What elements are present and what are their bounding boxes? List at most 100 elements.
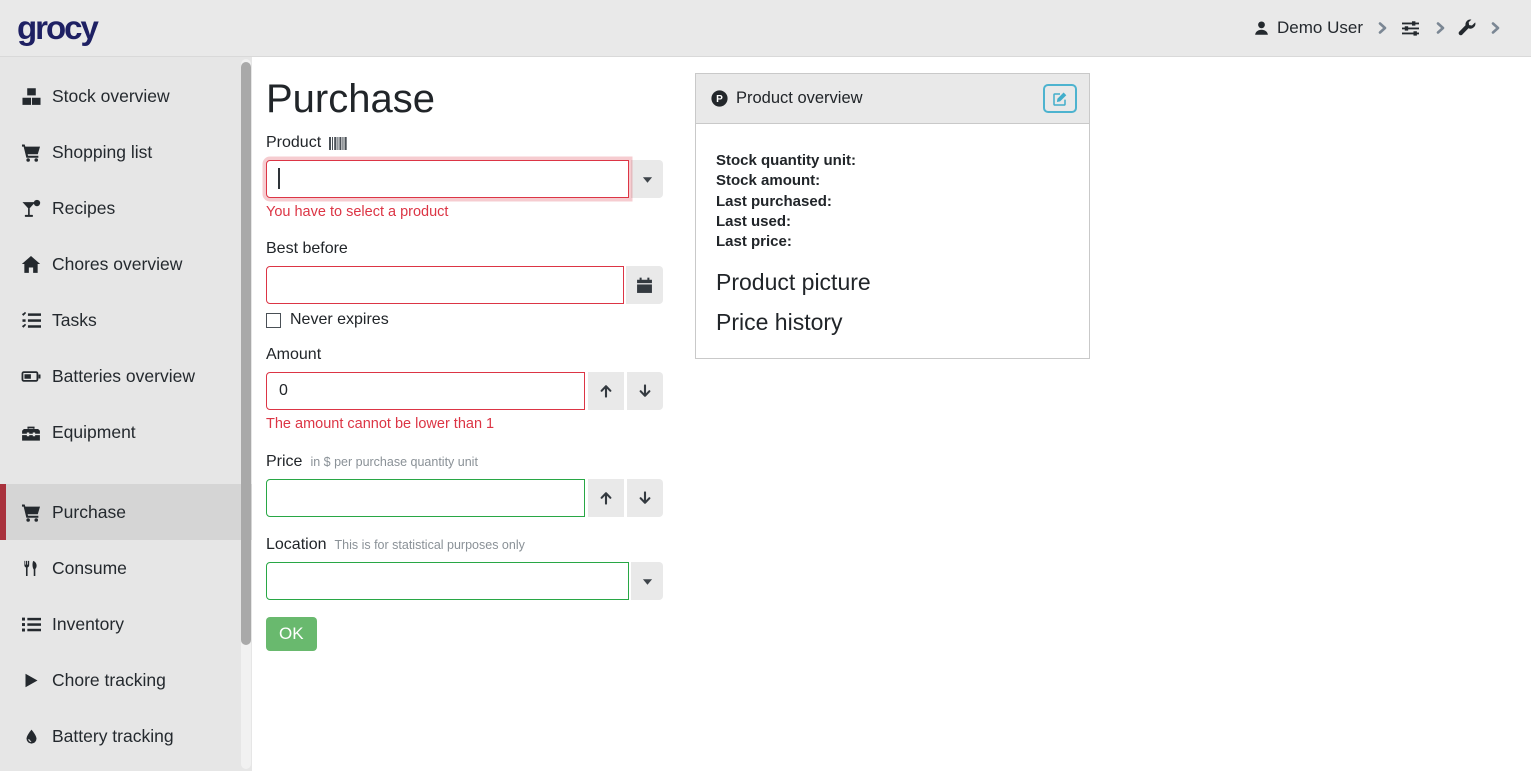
edit-product-button[interactable]	[1043, 84, 1077, 113]
chevron-right-icon	[1435, 21, 1446, 35]
sidebar-item-consume[interactable]: Consume	[0, 540, 252, 596]
page-title: Purchase	[266, 77, 435, 121]
sidebar-item-battery-tracking[interactable]: Battery tracking	[0, 708, 252, 764]
product-overview-title: Product overview	[736, 89, 863, 107]
best-before-input[interactable]	[266, 266, 624, 304]
location-label: Location	[266, 536, 327, 553]
location-input[interactable]	[266, 562, 629, 600]
location-dropdown-button[interactable]	[631, 562, 663, 600]
location-field-group: Location This is for statistical purpose…	[266, 536, 663, 600]
chevron-right-icon	[1377, 21, 1388, 35]
sidebar-item-label: Equipment	[52, 421, 136, 442]
product-overview-body: Stock quantity unit: Stock amount: Last …	[696, 124, 1089, 358]
sidebar-item-shopping-list[interactable]: Shopping list	[0, 124, 252, 180]
purchase-form: Product You have to select a product	[266, 134, 663, 651]
sidebar-scrollbar-track[interactable]	[241, 59, 251, 769]
utensils-icon	[21, 559, 41, 578]
calendar-button[interactable]	[626, 266, 663, 304]
sidebar-item-inventory[interactable]: Inventory	[0, 596, 252, 652]
sidebar-item-label: Battery tracking	[52, 725, 174, 746]
sidebar-item-label: Purchase	[52, 501, 126, 522]
user-icon	[1254, 20, 1269, 36]
product-dropdown-button[interactable]	[631, 160, 663, 198]
product-label: Product	[266, 134, 322, 151]
sidebar-item-stock-overview[interactable]: Stock overview	[0, 68, 252, 124]
price-field-group: Price in $ per purchase quantity unit	[266, 453, 663, 517]
user-menu[interactable]: Demo User	[1254, 18, 1363, 38]
amount-input[interactable]	[266, 372, 585, 410]
sidebar-nav: Stock overview Shopping list Recipes Cho…	[0, 57, 252, 771]
tasks-icon	[21, 311, 41, 330]
top-header: grocy Demo User	[0, 0, 1531, 57]
product-circle-icon: P	[711, 90, 728, 107]
product-input[interactable]	[266, 160, 629, 198]
price-input[interactable]	[266, 479, 585, 517]
sidebar-item-tasks[interactable]: Tasks	[0, 292, 252, 348]
barcode-icon	[329, 136, 348, 150]
amount-increment-button[interactable]	[588, 372, 624, 410]
sliders-icon	[1400, 20, 1421, 37]
sidebar-scrollbar-thumb[interactable]	[241, 62, 251, 645]
product-field-group: Product You have to select a product	[266, 134, 663, 220]
settings-menu[interactable]	[1400, 20, 1421, 37]
sidebar-item-label: Stock overview	[52, 85, 170, 106]
last-used-label: Last used:	[716, 212, 792, 230]
price-increment-button[interactable]	[588, 479, 624, 517]
wrench-icon	[1458, 19, 1476, 37]
last-price-label: Last price:	[716, 233, 792, 251]
price-history-heading: Price history	[716, 309, 843, 336]
header-menu: Demo User	[1254, 18, 1501, 38]
sidebar-item-label: Consume	[52, 557, 127, 578]
best-before-field-group: Best before Never expires	[266, 240, 663, 329]
best-before-label: Best before	[266, 240, 348, 257]
arrow-up-icon	[598, 383, 614, 399]
admin-menu[interactable]	[1458, 19, 1476, 37]
svg-text:P: P	[716, 94, 723, 105]
amount-error-text: The amount cannot be lower than 1	[266, 416, 495, 432]
price-label: Price	[266, 453, 303, 470]
edit-icon	[1052, 91, 1068, 107]
play-icon	[21, 671, 41, 690]
never-expires-label: Never expires	[290, 311, 389, 328]
never-expires-checkbox[interactable]	[266, 312, 281, 328]
boxes-icon	[21, 87, 41, 106]
sidebar-item-label: Chore tracking	[52, 669, 166, 690]
product-overview-card: P Product overview Stock quantity unit: …	[695, 73, 1090, 360]
product-picture-heading: Product picture	[716, 269, 871, 296]
stock-quantity-unit-label: Stock quantity unit:	[716, 152, 856, 169]
price-decrement-button[interactable]	[627, 479, 663, 517]
cocktail-icon	[21, 199, 41, 218]
amount-field-group: Amount The amount cannot be lower than	[266, 346, 663, 432]
cart-icon	[21, 503, 41, 522]
last-purchased-label: Last purchased:	[716, 192, 832, 210]
product-error-text: You have to select a product	[266, 204, 449, 220]
app-logo[interactable]: grocy	[17, 9, 99, 46]
price-help-text: in $ per purchase quantity unit	[310, 455, 478, 469]
text-cursor	[278, 168, 280, 189]
sidebar-item-recipes[interactable]: Recipes	[0, 180, 252, 236]
arrow-up-icon	[598, 490, 614, 506]
drop-icon	[21, 727, 41, 746]
sidebar-item-purchase[interactable]: Purchase	[0, 484, 252, 540]
main-content: Purchase Product You	[252, 57, 1531, 771]
battery-icon	[21, 367, 41, 386]
arrow-down-icon	[637, 490, 653, 506]
sidebar-item-chores-overview[interactable]: Chores overview	[0, 236, 252, 292]
amount-decrement-button[interactable]	[627, 372, 663, 410]
sidebar-item-batteries-overview[interactable]: Batteries overview	[0, 348, 252, 404]
arrow-down-icon	[637, 383, 653, 399]
sidebar-item-equipment[interactable]: Equipment	[0, 404, 252, 460]
sidebar-item-label: Chores overview	[52, 253, 183, 274]
list-icon	[21, 615, 41, 634]
stock-amount-label: Stock amount:	[716, 172, 821, 190]
caret-down-icon	[642, 175, 653, 184]
sidebar-item-chore-tracking[interactable]: Chore tracking	[0, 652, 252, 708]
ok-button[interactable]: OK	[266, 617, 317, 651]
toolbox-icon	[21, 423, 41, 442]
amount-label: Amount	[266, 346, 322, 363]
home-icon	[21, 255, 41, 274]
product-overview-header: P Product overview	[696, 74, 1089, 124]
sidebar-item-label: Batteries overview	[52, 365, 195, 386]
cart-icon	[21, 143, 41, 162]
calendar-icon	[636, 277, 653, 294]
